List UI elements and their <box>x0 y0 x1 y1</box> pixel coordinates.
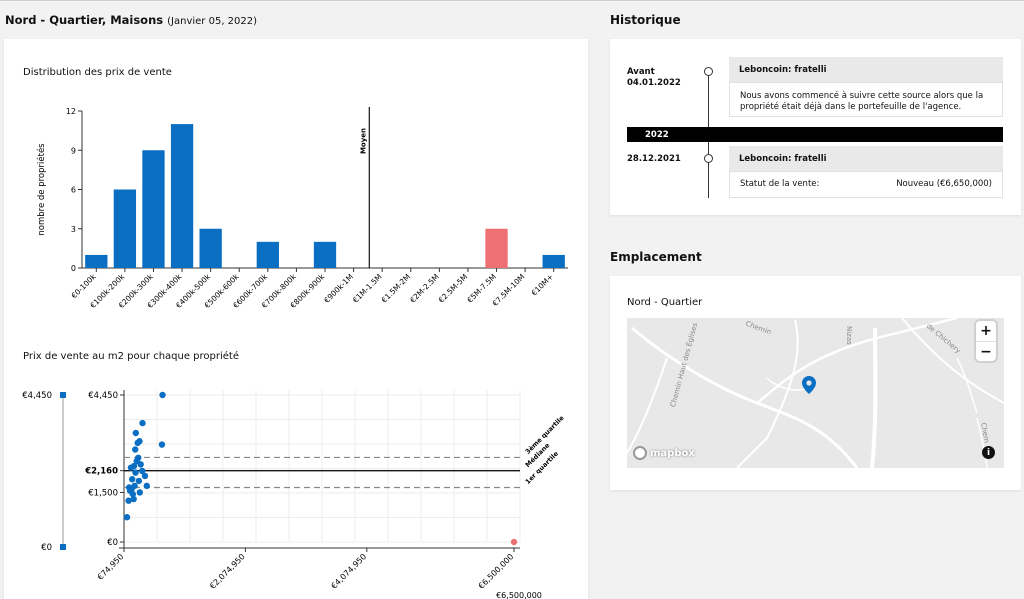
page-title-text: Nord - Quartier, Maisons <box>5 13 164 27</box>
year-divider: 2022 <box>627 127 1003 142</box>
y-tick-label: €4,450 <box>88 391 118 401</box>
bar[interactable] <box>256 241 279 268</box>
y-tick-label: 12 <box>66 107 76 116</box>
map-pin-icon[interactable] <box>802 376 816 394</box>
y-tick-label: €0 <box>107 538 118 548</box>
x-tick-label: €74,950 <box>96 552 126 582</box>
price-per-m2-chart: €4,450 €0 €4,450 €2,160 €1,500 €0 €74,950 €2,07… <box>22 390 566 599</box>
data-point[interactable] <box>139 419 146 427</box>
status-value: Nouveau (€6,650,000) <box>896 179 992 189</box>
data-point[interactable] <box>135 454 142 461</box>
bar[interactable] <box>113 189 137 269</box>
bar[interactable] <box>85 254 108 268</box>
x-tick-label: €6,500,000 <box>477 552 516 591</box>
data-point[interactable] <box>132 429 140 437</box>
y-tick-label: 6 <box>71 186 76 195</box>
history-entry-source: Leboncoin: fratelli <box>729 146 1003 171</box>
y-tick-label: €1,500 <box>88 488 118 498</box>
x-tick-label: €2,074,950 <box>208 552 247 591</box>
data-point[interactable] <box>141 472 149 480</box>
y-tick-label: €2,160 <box>84 467 118 477</box>
location-title: Emplacement <box>610 250 702 264</box>
page-title: Nord - Quartier, Maisons (Janvier 05, 20… <box>5 13 257 27</box>
range-label-bottom: €0 <box>41 543 52 553</box>
data-point[interactable] <box>128 476 136 483</box>
history-entry-source: Leboncoin: fratelli <box>729 57 1003 82</box>
x-tick-label: €2M-2.5M <box>408 272 441 305</box>
x-tick-label: €4,074,950 <box>329 552 368 591</box>
mapbox-icon <box>633 446 647 460</box>
data-point[interactable] <box>129 490 137 498</box>
data-point[interactable] <box>132 469 139 476</box>
data-point[interactable] <box>136 438 143 445</box>
data-point[interactable] <box>123 514 131 521</box>
y-tick-label: 9 <box>71 146 76 155</box>
data-point[interactable] <box>130 495 137 503</box>
price-per-m2-title: Prix de vente au m2 pour chaque propriét… <box>23 351 240 362</box>
range-handle-bottom[interactable] <box>60 544 66 550</box>
history-entry-date: Avant 04.01.2022 <box>627 67 681 89</box>
mapbox-logo[interactable]: mapbox <box>633 446 695 460</box>
data-point[interactable] <box>132 446 139 453</box>
data-point[interactable] <box>131 482 138 490</box>
mapbox-label: mapbox <box>650 447 695 459</box>
history-card: Avant 04.01.2022 Leboncoin: fratelli Nou… <box>610 39 1021 215</box>
bar[interactable] <box>485 228 508 268</box>
distribution-title: Distribution des prix de vente <box>23 67 172 78</box>
data-point[interactable] <box>125 497 132 504</box>
timeline-dot <box>704 154 713 163</box>
history-title: Historique <box>610 13 681 27</box>
price-distribution-chart: nombre de propriétés129630€0-100k€100k-2… <box>36 107 568 310</box>
map-roads <box>627 318 1004 468</box>
x-tick-label: €900k-1M <box>322 272 355 305</box>
x-tick-label: €10M+ <box>530 272 556 298</box>
bar[interactable] <box>142 150 165 268</box>
data-point[interactable] <box>130 462 138 470</box>
cut-label: €6,500,000 <box>496 591 542 599</box>
data-point[interactable] <box>159 391 166 399</box>
history-entry-date: 28.12.2021 <box>627 154 681 164</box>
data-point[interactable] <box>143 482 150 490</box>
data-point[interactable] <box>510 538 518 546</box>
x-tick-label: €0-100k <box>69 272 98 301</box>
bar[interactable] <box>313 241 337 268</box>
location-name: Nord - Quartier <box>627 297 703 308</box>
x-tick-label: €2.5M-5M <box>437 272 470 305</box>
y-axis-label: nombre de propriétés <box>36 143 47 236</box>
history-date-line: 04.01.2022 <box>627 78 681 88</box>
range-label-top: €4,450 <box>22 391 52 401</box>
data-point[interactable] <box>139 467 146 475</box>
history-date-line: Avant <box>627 67 655 77</box>
price-card: Distribution des prix de vente nombre de… <box>4 39 588 599</box>
info-icon[interactable]: i <box>982 446 995 459</box>
bar[interactable] <box>199 228 222 268</box>
zoom-out-button[interactable]: − <box>976 341 996 361</box>
data-point[interactable] <box>137 461 144 468</box>
street-label: Nizas <box>845 326 853 345</box>
data-point[interactable] <box>135 477 143 485</box>
bar[interactable] <box>542 254 565 268</box>
page-date: (Janvier 05, 2022) <box>167 16 258 27</box>
zoom-control: + − <box>976 321 996 361</box>
map[interactable]: Chemin Chemin Haut des Églises Nizas de … <box>627 318 1004 468</box>
timeline-dot <box>704 67 713 76</box>
year-label: 2022 <box>645 129 669 140</box>
range-handle-top[interactable] <box>60 392 66 398</box>
zoom-in-button[interactable]: + <box>980 323 992 339</box>
y-tick-label: 0 <box>71 264 76 273</box>
history-entry-text: Nous avons commencé à suivre cette sourc… <box>729 82 1003 117</box>
mean-label: Moyen <box>359 128 367 154</box>
x-tick-label: €1M-1.5M <box>351 272 384 305</box>
data-point[interactable] <box>136 489 143 496</box>
bar[interactable] <box>170 124 194 268</box>
data-point[interactable] <box>158 441 166 448</box>
location-card: Nord - Quartier Chemin Chemin Haut des É… <box>610 276 1021 490</box>
history-entry-status: Statut de la vente: Nouveau (€6,650,000) <box>729 171 1003 198</box>
status-label: Statut de la vente: <box>740 179 820 189</box>
y-tick-label: 3 <box>71 225 76 234</box>
x-tick-label: €1.5M-2M <box>380 272 413 305</box>
